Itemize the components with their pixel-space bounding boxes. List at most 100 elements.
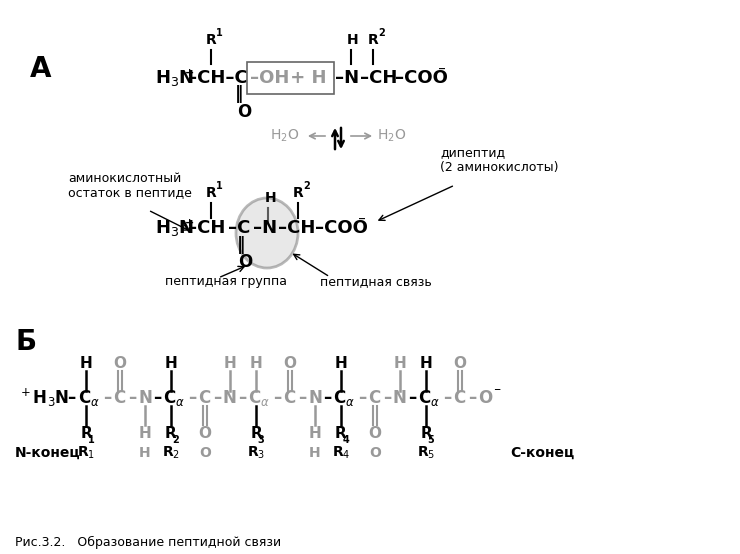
Text: C: C	[198, 389, 210, 407]
Text: Б: Б	[15, 328, 36, 356]
Text: ⁻: ⁻	[493, 385, 500, 399]
Text: C$_\alpha$: C$_\alpha$	[248, 388, 270, 408]
Text: H$_3$N: H$_3$N	[155, 68, 194, 88]
Text: N-конец: N-конец	[15, 446, 81, 460]
Text: H: H	[347, 33, 359, 47]
Text: C$_\alpha$: C$_\alpha$	[418, 388, 440, 408]
Text: –: –	[128, 389, 136, 407]
Text: C$_\alpha$: C$_\alpha$	[78, 388, 100, 408]
Text: 1: 1	[216, 28, 223, 38]
Text: R: R	[293, 186, 303, 200]
Text: дипептид: дипептид	[440, 146, 505, 160]
Text: H: H	[420, 356, 432, 371]
Text: H: H	[309, 446, 321, 460]
Text: R$_1$: R$_1$	[77, 445, 95, 461]
Text: + H: + H	[284, 69, 326, 87]
Text: –: –	[238, 389, 246, 407]
Text: O: O	[237, 103, 252, 121]
Text: (2 аминокислоты): (2 аминокислоты)	[440, 162, 559, 175]
Text: R: R	[165, 425, 177, 440]
Text: пептидная связь: пептидная связь	[320, 275, 431, 289]
Text: –: –	[188, 389, 196, 407]
Text: H: H	[334, 356, 347, 371]
Text: 4: 4	[343, 435, 349, 445]
Text: H: H	[394, 356, 406, 371]
Text: –: –	[273, 389, 281, 407]
Text: –: –	[298, 389, 306, 407]
Text: O: O	[113, 356, 127, 371]
Text: H$_2$O: H$_2$O	[377, 128, 406, 144]
Text: H: H	[139, 446, 151, 460]
Text: C$_\alpha$: C$_\alpha$	[333, 388, 355, 408]
Text: H: H	[164, 356, 178, 371]
Text: –CH–C: –CH–C	[188, 69, 248, 87]
Text: R: R	[335, 425, 347, 440]
Text: H: H	[138, 425, 152, 440]
Text: –N: –N	[253, 219, 277, 237]
Text: –COO: –COO	[315, 219, 368, 237]
Text: O: O	[199, 446, 211, 460]
Text: H: H	[80, 356, 92, 371]
Text: 3: 3	[258, 435, 264, 445]
Text: 2: 2	[172, 435, 179, 445]
Text: 1: 1	[216, 181, 223, 191]
Text: 2: 2	[303, 181, 310, 191]
Text: C: C	[453, 389, 465, 407]
Text: O: O	[478, 389, 492, 407]
Text: 5: 5	[428, 435, 434, 445]
Text: –: –	[213, 389, 221, 407]
Text: –: –	[443, 389, 451, 407]
Text: ‖: ‖	[235, 85, 243, 103]
Text: H$_3$N: H$_3$N	[155, 218, 194, 238]
Text: –: –	[67, 389, 75, 407]
Text: H: H	[223, 356, 236, 371]
Text: аминокислотный: аминокислотный	[68, 172, 181, 184]
Text: O: O	[454, 356, 466, 371]
Text: ⁻: ⁻	[438, 64, 446, 80]
Text: O: O	[198, 425, 212, 440]
Text: ‖: ‖	[237, 236, 245, 254]
Text: Рис.3.2.   Образование пептидной связи: Рис.3.2. Образование пептидной связи	[15, 536, 281, 548]
FancyBboxPatch shape	[247, 62, 334, 94]
Text: R: R	[368, 33, 379, 47]
Text: –N: –N	[335, 69, 359, 87]
Text: 2: 2	[378, 28, 385, 38]
Text: остаток в пептиде: остаток в пептиде	[68, 187, 192, 199]
Text: O: O	[283, 356, 297, 371]
Text: C: C	[113, 389, 125, 407]
Text: H: H	[249, 356, 263, 371]
Text: А: А	[30, 55, 52, 83]
Text: N: N	[223, 389, 237, 407]
Text: R$_4$: R$_4$	[332, 445, 350, 461]
Text: –CH: –CH	[278, 219, 315, 237]
Text: –: –	[103, 389, 111, 407]
Text: +: +	[185, 218, 194, 228]
Text: –: –	[383, 389, 391, 407]
Text: R$_3$: R$_3$	[247, 445, 265, 461]
Text: –: –	[153, 389, 161, 407]
Text: –: –	[468, 389, 477, 407]
Text: –OH: –OH	[250, 69, 289, 87]
Text: пептидная группа: пептидная группа	[165, 275, 287, 289]
Text: H: H	[265, 191, 277, 205]
Text: –CH: –CH	[360, 69, 397, 87]
Text: R: R	[80, 425, 92, 440]
Text: C$_\alpha$: C$_\alpha$	[163, 388, 185, 408]
Text: –: –	[358, 389, 366, 407]
Text: R: R	[206, 186, 217, 200]
Text: O: O	[369, 446, 381, 460]
Text: N: N	[308, 389, 322, 407]
Text: H$_2$O: H$_2$O	[270, 128, 299, 144]
Text: R: R	[250, 425, 262, 440]
Text: 1: 1	[87, 435, 95, 445]
Text: –: –	[323, 389, 332, 407]
Text: R: R	[420, 425, 432, 440]
Text: $^+$H$_3$N: $^+$H$_3$N	[18, 387, 70, 409]
Text: –COO: –COO	[395, 69, 448, 87]
Text: –C: –C	[228, 219, 250, 237]
Text: C: C	[283, 389, 295, 407]
Text: R: R	[206, 33, 217, 47]
Text: N: N	[138, 389, 152, 407]
Text: R$_5$: R$_5$	[417, 445, 435, 461]
Text: H: H	[309, 425, 321, 440]
